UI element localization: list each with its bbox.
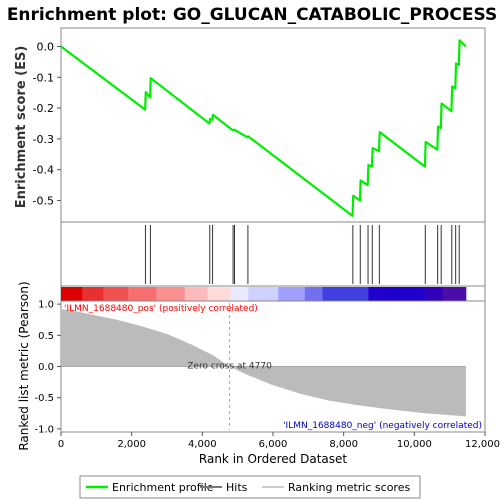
heatmap-segment — [443, 287, 467, 301]
heatmap-segment — [368, 287, 425, 301]
x-tick-label: 4,000 — [188, 439, 217, 450]
heatmap-segment — [278, 287, 305, 301]
metric-y-tick-label: 1.0 — [38, 300, 54, 311]
es-y-axis-label: Enrichment score (ES) — [14, 46, 29, 209]
heatmap-segment — [248, 287, 278, 301]
es-panel-frame — [61, 28, 485, 222]
metric-y-tick-label: 0.0 — [38, 362, 54, 373]
es-y-tick-label: -0.5 — [33, 194, 54, 207]
x-axis: 0 2,000 4,000 6,000 8,000 10,000 12,000 — [58, 432, 500, 450]
legend-label: Hits — [226, 481, 248, 494]
positive-correlation-label: 'ILMN_1688480_pos' (positively correlate… — [64, 304, 258, 314]
es-y-tick-label: 0.0 — [37, 40, 55, 53]
ranked-list-heatmap-bar — [61, 287, 466, 301]
x-tick-label: 8,000 — [329, 439, 358, 450]
x-tick-label: 6,000 — [259, 439, 288, 450]
metric-y-tick-label: 0.5 — [38, 331, 54, 342]
x-tick-label: 0 — [58, 439, 64, 450]
heatmap-segment — [231, 287, 249, 301]
metric-y-tick-label: -0.5 — [34, 393, 54, 404]
zero-cross-label: Zero cross at 4770 — [187, 362, 272, 372]
heatmap-segment — [305, 287, 323, 301]
chart-title: Enrichment plot: GO_GLUCAN_CATABOLIC_PRO… — [7, 5, 497, 25]
es-y-tick-label: -0.4 — [33, 164, 54, 177]
es-y-tick-label: -0.3 — [33, 133, 54, 146]
legend-label: Enrichment profile — [112, 481, 214, 494]
heatmap-segment — [322, 287, 368, 301]
heatmap-segment — [61, 287, 83, 301]
es-y-tick-label: -0.2 — [33, 102, 54, 115]
x-tick-label: 10,000 — [397, 439, 432, 450]
heatmap-segment — [425, 287, 443, 301]
es-y-axis: 0.0 -0.1 -0.2 -0.3 -0.4 -0.5 — [33, 40, 61, 207]
hits-panel-frame — [61, 222, 485, 286]
metric-y-axis-label: Ranked list metric (Pearson) — [17, 281, 31, 450]
heatmap-segment — [156, 287, 185, 301]
metric-y-tick-label: -1.0 — [34, 424, 54, 435]
heatmap-segment — [128, 287, 157, 301]
x-tick-label: 2,000 — [117, 439, 146, 450]
legend-label: Ranking metric scores — [288, 481, 410, 494]
heatmap-segment — [208, 287, 231, 301]
x-axis-label: Rank in Ordered Dataset — [199, 452, 347, 466]
heatmap-segment — [82, 287, 104, 301]
heatmap-segment — [103, 287, 128, 301]
metric-y-axis: 1.0 0.5 0.0 -0.5 -1.0 — [34, 300, 61, 436]
legend: Enrichment profile Hits Ranking metric sco… — [80, 476, 420, 498]
es-y-tick-label: -0.1 — [33, 71, 54, 84]
x-tick-label: 12,000 — [465, 439, 500, 450]
negative-correlation-label: 'ILMN_1688480_neg' (negatively correlate… — [283, 421, 482, 431]
heatmap-segment — [185, 287, 208, 301]
